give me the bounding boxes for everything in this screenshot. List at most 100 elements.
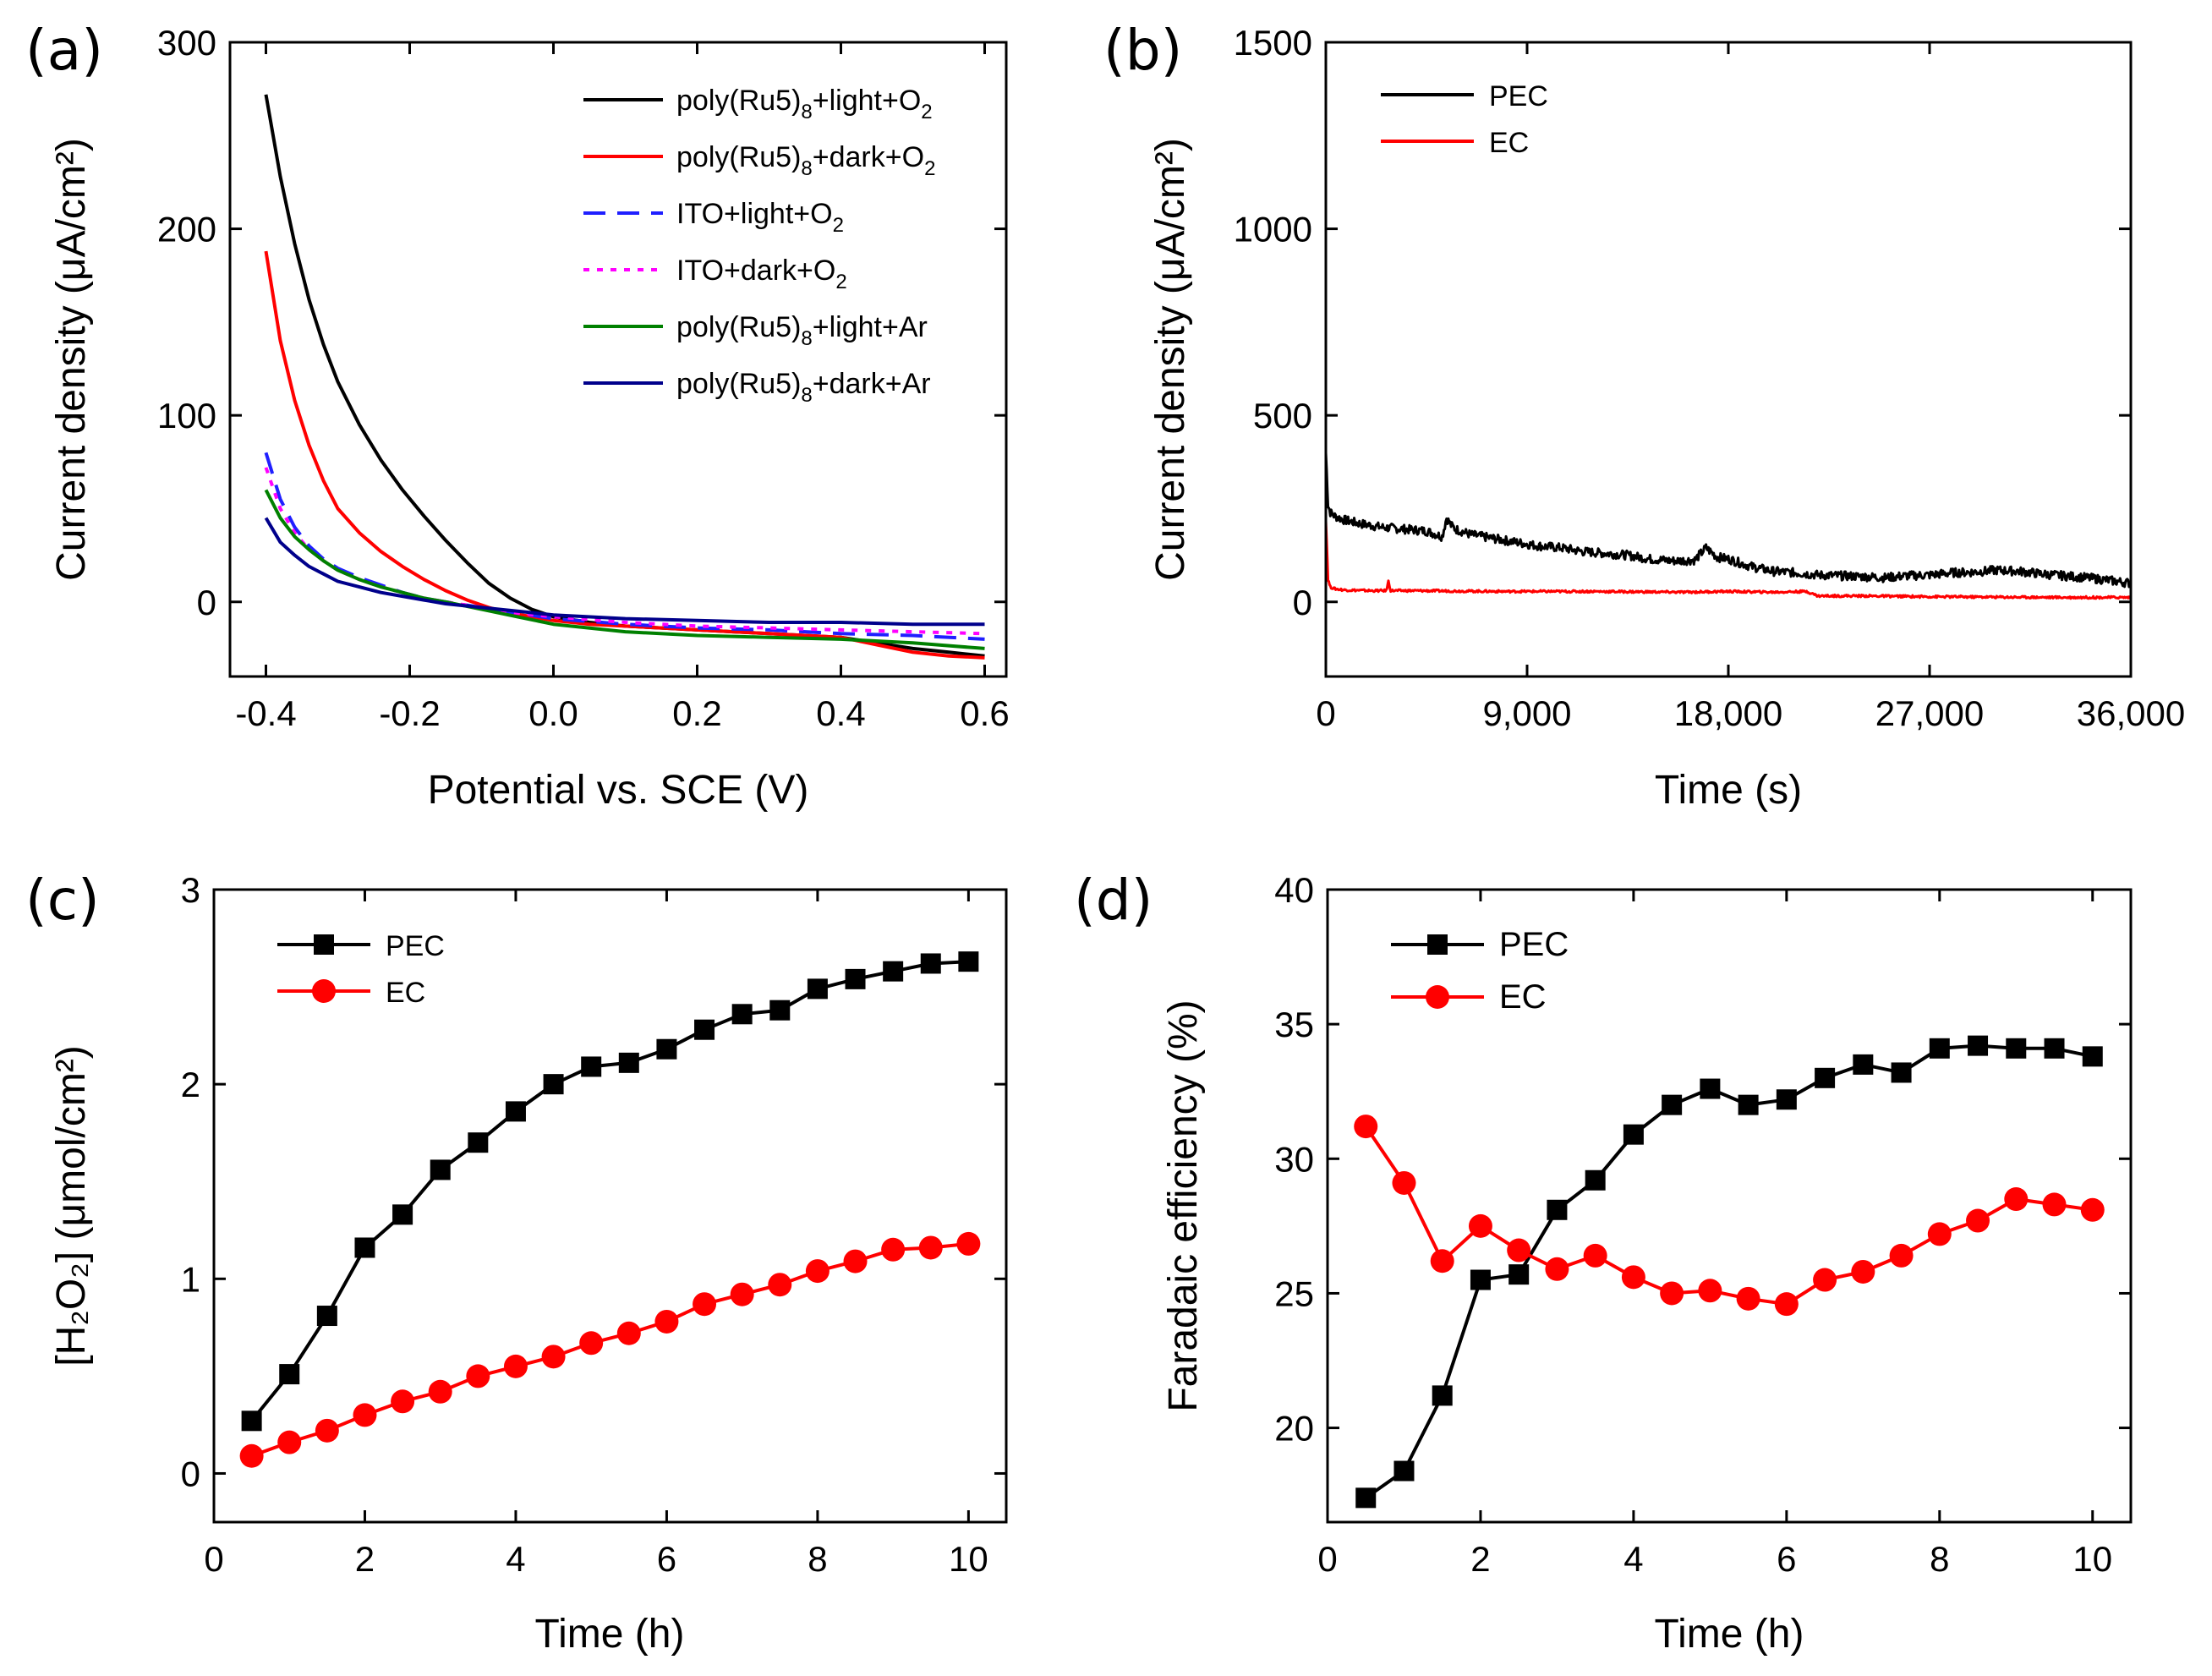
- data-point-d-0-0: [1355, 1487, 1377, 1509]
- data-point-c-1-12: [693, 1292, 717, 1317]
- data-point-d-1-13: [1851, 1259, 1875, 1284]
- data-point-c-0-0: [241, 1410, 262, 1432]
- legend-text-part: +dark+O: [813, 141, 924, 173]
- data-point-c-0-3: [354, 1237, 375, 1258]
- x-tick-label-d-1: 2: [1470, 1539, 1490, 1579]
- data-point-d-1-8: [1660, 1281, 1684, 1306]
- legend-marker-c-0: [314, 934, 334, 955]
- y-tick-label-c-3: 3: [181, 870, 200, 910]
- x-tick-label-a-0: -0.4: [235, 693, 296, 733]
- data-point-d-1-7: [1621, 1265, 1645, 1290]
- series-b-0: [1326, 452, 2131, 589]
- data-point-d-0-7: [1623, 1124, 1644, 1145]
- legend-text-part: 2: [835, 271, 846, 293]
- legend-text-part: poly(Ru5): [676, 141, 801, 173]
- x-tick-label-b-4: 36,000: [2077, 693, 2185, 733]
- x-axis-label-c: Time (h): [535, 1612, 685, 1657]
- y-tick-label-d-2: 30: [1274, 1139, 1314, 1179]
- x-axis-label-d: Time (h): [1655, 1612, 1804, 1657]
- x-tick-label-a-4: 0.4: [816, 693, 865, 733]
- data-point-d-1-9: [1698, 1279, 1722, 1303]
- legend-label-b-0: PEC: [1489, 80, 1548, 112]
- panel-c: (c) 0 2 4 6 8 10 0 1 2 3 Time (h) [H₂O₂] (μmol/cm²) P…: [25, 868, 1008, 1657]
- data-point-d-1-10: [1736, 1286, 1760, 1311]
- data-point-d-0-18: [2044, 1038, 2065, 1059]
- x-tick-label-b-1: 9,000: [1482, 693, 1571, 733]
- legend-c: PEC EC: [277, 930, 445, 1009]
- data-point-d-0-17: [2006, 1038, 2027, 1059]
- series-line-a-3: [264, 467, 985, 636]
- data-point-c-1-1: [277, 1430, 302, 1454]
- legend-marker-d-1: [1426, 985, 1449, 1009]
- series-a-5: [264, 517, 985, 627]
- data-point-d-0-9: [1700, 1078, 1721, 1099]
- legend-a: poly(Ru5)8+light+O2poly(Ru5)8+dark+O2ITO…: [583, 85, 935, 407]
- x-tick-label-b-0: 0: [1316, 693, 1335, 733]
- series-c-0: [241, 951, 979, 1432]
- data-point-d-1-14: [1889, 1243, 1914, 1268]
- legend-text-part: poly(Ru5): [676, 85, 801, 117]
- x-axis-label-b: Time (s): [1655, 768, 1802, 813]
- data-point-d-1-6: [1583, 1243, 1607, 1268]
- legend-b: PEC EC: [1381, 80, 1548, 159]
- y-axis-label-c: [H₂O₂] (μmol/cm²): [49, 1045, 94, 1367]
- x-tick-label-d-4: 8: [1930, 1539, 1949, 1579]
- series-line-c-0: [250, 960, 969, 1422]
- series-line-a-4: [264, 489, 985, 650]
- data-point-d-0-16: [1968, 1035, 1989, 1056]
- data-point-c-1-2: [315, 1418, 339, 1443]
- y-tick-label-d-3: 35: [1274, 1005, 1314, 1044]
- x-tick-label-c-5: 10: [949, 1539, 988, 1579]
- x-tick-label-a-2: 0.0: [528, 693, 578, 733]
- plot-frame-d: [1326, 888, 2133, 1524]
- data-point-c-1-15: [805, 1259, 830, 1284]
- series-d-0: [1355, 1035, 2103, 1509]
- legend-text-part: +light+Ar: [813, 311, 928, 343]
- data-point-d-1-5: [1545, 1257, 1569, 1281]
- y-axis-label-b: Current density (μA/cm²): [1148, 138, 1193, 581]
- legend-text-part: ITO+dark+O: [676, 255, 835, 287]
- data-point-c-1-3: [353, 1403, 377, 1427]
- x-tick-label-a-5: 0.6: [960, 693, 1009, 733]
- data-point-d-0-13: [1853, 1054, 1874, 1075]
- series-d-1: [1354, 1115, 2105, 1317]
- data-point-c-0-9: [581, 1056, 602, 1077]
- y-axis-label-d: Faradaic efficiency (%): [1161, 1000, 1206, 1411]
- x-tick-label-c-2: 4: [506, 1539, 525, 1579]
- plot-frame-c: [212, 888, 1008, 1524]
- data-point-c-0-14: [769, 1000, 791, 1021]
- data-point-d-1-19: [2080, 1197, 2105, 1222]
- series-line-b-0: [1326, 452, 2131, 589]
- series-line-a-1: [264, 250, 985, 660]
- y-tick-label-c-1: 1: [181, 1259, 200, 1299]
- x-tick-label-d-5: 10: [2072, 1539, 2112, 1579]
- data-point-c-0-19: [958, 951, 979, 972]
- y-axis-label-a: Current density (μA/cm²): [49, 138, 94, 581]
- legend-text-part: 8: [801, 327, 812, 350]
- legend-text-part: 8: [801, 157, 812, 180]
- legend-marker-c-1: [312, 979, 336, 1003]
- data-point-d-0-11: [1776, 1089, 1797, 1110]
- data-point-d-0-5: [1547, 1199, 1568, 1220]
- data-point-d-1-15: [1927, 1222, 1952, 1246]
- legend-text-part: poly(Ru5): [676, 368, 801, 400]
- data-point-c-0-10: [618, 1052, 639, 1073]
- data-point-c-1-18: [918, 1235, 943, 1260]
- x-tick-label-c-0: 0: [204, 1539, 223, 1579]
- data-point-d-0-6: [1585, 1169, 1606, 1191]
- y-tick-label-a-0: 0: [197, 583, 216, 622]
- legend-label-c-1: EC: [386, 977, 425, 1009]
- plot-area-c: [239, 951, 981, 1468]
- x-tick-label-c-4: 8: [808, 1539, 827, 1579]
- legend-label-a-5: poly(Ru5)8+dark+Ar: [676, 368, 931, 407]
- data-point-c-1-6: [466, 1364, 490, 1388]
- legend-text-part: 2: [924, 157, 935, 180]
- data-point-c-1-11: [654, 1309, 679, 1334]
- panel-label-b: (b): [1103, 18, 1182, 83]
- data-point-d-0-14: [1891, 1062, 1912, 1083]
- data-point-c-1-5: [428, 1379, 452, 1404]
- x-axis-label-a: Potential vs. SCE (V): [428, 768, 809, 813]
- data-point-c-0-18: [920, 953, 941, 974]
- x-tick-label-b-3: 27,000: [1875, 693, 1984, 733]
- plot-frame-a: [228, 41, 1008, 678]
